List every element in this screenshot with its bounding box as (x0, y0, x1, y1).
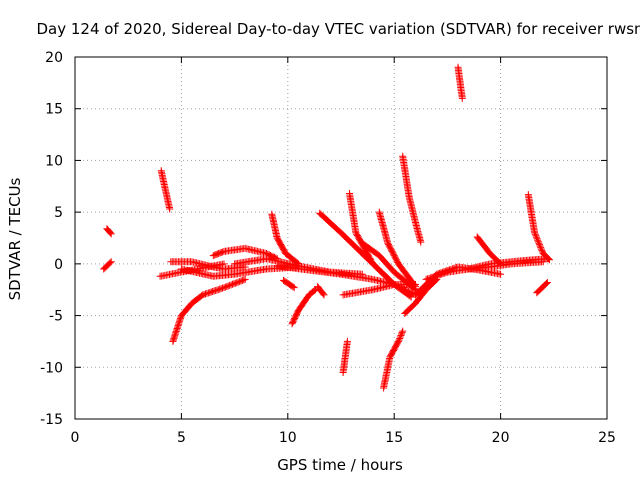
y-tick-label: -10 (40, 360, 63, 376)
series-s11 (273, 262, 398, 288)
data-point-markers (454, 63, 466, 102)
y-tick-label: -15 (40, 412, 63, 428)
data-point-markers (280, 276, 298, 292)
data-point-markers (273, 262, 398, 288)
data-point-markers (401, 275, 441, 317)
data-point-markers (533, 279, 551, 297)
data-point-markers (346, 190, 415, 301)
x-tick-label: 5 (177, 430, 186, 446)
series-s13 (288, 286, 319, 328)
y-tick-label: 0 (54, 257, 63, 273)
series-s16 (339, 337, 351, 376)
series-s1 (100, 258, 115, 273)
data-point-markers (473, 233, 505, 268)
series-s30 (533, 279, 551, 297)
x-tick-label: 15 (385, 430, 403, 446)
series-s26 (454, 63, 466, 102)
series-s28 (524, 191, 553, 264)
data-point-markers (100, 258, 115, 273)
series-s21 (380, 327, 407, 392)
data-point-markers (399, 152, 425, 246)
data-point-markers (524, 191, 553, 264)
series-s9 (268, 210, 302, 268)
data-points (100, 63, 553, 392)
series-s15 (314, 283, 328, 299)
data-point-markers (103, 225, 115, 238)
series-s6 (167, 258, 249, 273)
y-tick-label: 15 (45, 102, 63, 118)
axis-ticks (74, 56, 608, 420)
y-tick-labels: -15 -10 -5 0 5 10 15 20 (40, 50, 63, 428)
data-point-markers (375, 208, 419, 291)
y-axis-label: SDTVAR / TECUs (6, 177, 24, 300)
data-point-markers (288, 286, 319, 328)
series-s27 (473, 233, 505, 268)
data-point-markers (358, 239, 419, 294)
series-s8 (209, 244, 281, 263)
series-s2 (103, 225, 115, 238)
data-point-markers (314, 283, 328, 299)
y-tick-label: 10 (45, 153, 63, 169)
series-s3 (157, 167, 174, 213)
series-s19 (358, 239, 419, 294)
series-s5 (169, 275, 249, 345)
series-s23 (401, 275, 441, 317)
x-tick-label: 10 (279, 430, 297, 446)
data-point-markers (169, 275, 249, 345)
data-point-markers (339, 337, 351, 376)
data-point-markers (268, 210, 302, 268)
data-point-markers (157, 167, 174, 213)
series-s22 (399, 152, 425, 246)
x-tick-label: 20 (492, 430, 510, 446)
y-tick-label: 5 (54, 205, 63, 221)
x-axis-label: GPS time / hours (277, 456, 403, 474)
x-tick-label: 0 (71, 430, 80, 446)
y-tick-label: -5 (49, 309, 63, 325)
series-s17 (346, 190, 415, 301)
grid (75, 57, 607, 419)
data-point-markers (209, 244, 281, 263)
y-tick-label: 20 (45, 50, 63, 66)
data-point-markers (167, 258, 249, 273)
x-tick-labels: 0 5 10 15 20 25 (71, 430, 616, 446)
chart-title: Day 124 of 2020, Sidereal Day-to-day VTE… (36, 20, 640, 38)
x-tick-label: 25 (598, 430, 616, 446)
series-s20 (375, 208, 419, 291)
data-point-markers (380, 327, 407, 392)
data-point-markers (465, 258, 547, 273)
plot-frame (74, 56, 608, 420)
series-s12 (280, 276, 298, 292)
series-s29 (465, 258, 547, 273)
